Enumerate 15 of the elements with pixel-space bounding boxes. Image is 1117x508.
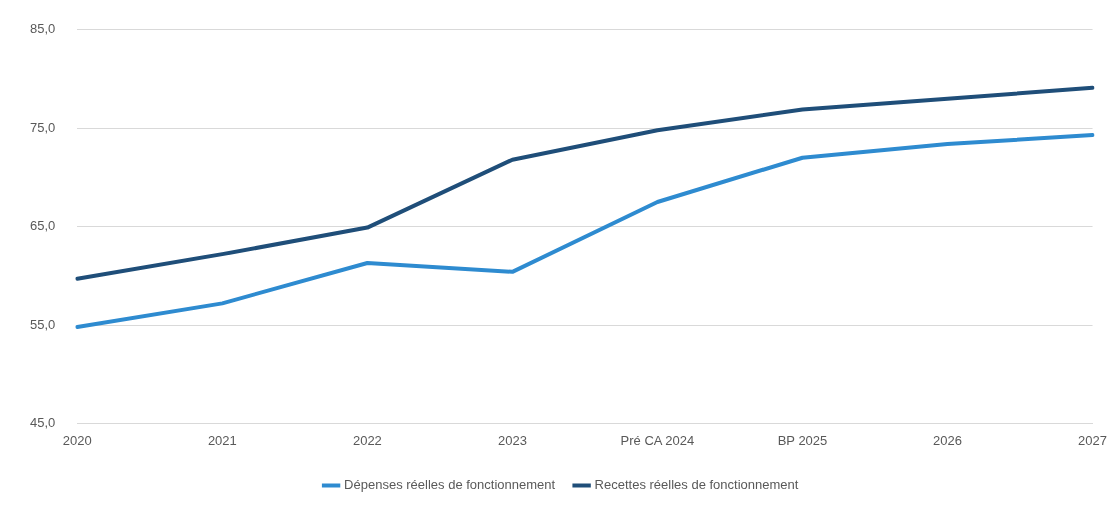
x-tick-label: 2023 [497, 432, 527, 448]
x-tick-label: 2020 [62, 432, 92, 448]
y-tick-label: 85,0 [29, 21, 56, 37]
x-tick-label: 2027 [1078, 432, 1107, 448]
x-tick-label: 2022 [352, 432, 382, 448]
y-tick-label: 55,0 [29, 316, 56, 332]
legend-label: Recettes réelles de fonctionnement [594, 477, 799, 493]
x-tick-label: BP 2025 [777, 432, 828, 448]
x-tick-label: Pré CA 2024 [620, 432, 695, 448]
y-tick-label: 65,0 [29, 218, 56, 234]
legend-label: Dépenses réelles de fonctionnement [344, 477, 556, 493]
y-tick-label: 75,0 [29, 119, 56, 135]
x-tick-label: 2021 [207, 432, 237, 448]
y-tick-label: 45,0 [29, 414, 56, 430]
x-tick-label: 2026 [933, 432, 962, 448]
